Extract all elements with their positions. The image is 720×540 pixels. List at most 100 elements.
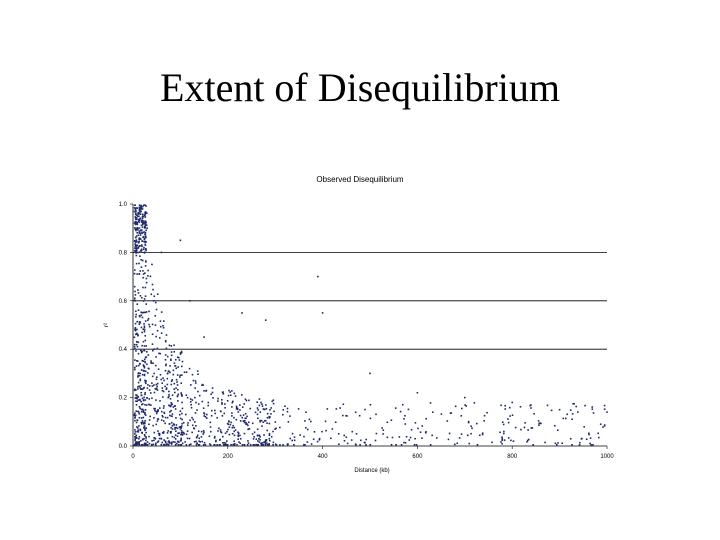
data-point: [520, 428, 522, 431]
data-point: [170, 345, 173, 347]
data-point: [134, 223, 137, 226]
data-point: [135, 229, 137, 232]
data-point: [342, 403, 345, 406]
data-point: [231, 401, 234, 404]
data-point: [170, 383, 173, 386]
data-point: [239, 409, 241, 411]
data-point: [153, 431, 156, 434]
data-point: [134, 216, 137, 218]
data-point: [140, 440, 142, 442]
data-point: [200, 430, 203, 433]
data-point: [144, 231, 147, 234]
data-point: [507, 437, 510, 439]
data-point: [141, 208, 144, 210]
data-point: [585, 438, 588, 441]
data-point: [235, 408, 238, 410]
data-point: [507, 421, 510, 424]
data-point: [223, 443, 226, 446]
data-point: [136, 394, 138, 397]
data-point: [235, 418, 238, 421]
data-point: [138, 237, 141, 240]
data-point: [139, 255, 141, 257]
data-point: [133, 222, 136, 224]
data-point: [159, 373, 162, 376]
data-point: [179, 410, 182, 412]
data-point: [178, 359, 181, 361]
data-point: [180, 425, 183, 427]
data-point: [161, 387, 164, 389]
data-point: [138, 219, 141, 222]
data-point: [237, 438, 239, 440]
data-point: [256, 434, 259, 437]
data-point: [138, 321, 141, 323]
data-point: [188, 367, 191, 370]
data-point: [146, 227, 149, 229]
data-point: [141, 331, 143, 334]
data-point: [213, 437, 216, 439]
data-point: [134, 359, 136, 361]
data-point: [265, 439, 268, 442]
data-point: [589, 442, 591, 445]
data-point: [512, 440, 515, 442]
data-point: [162, 396, 164, 398]
data-point: [421, 437, 423, 440]
data-point: [144, 335, 147, 337]
data-point: [149, 415, 152, 418]
data-point: [203, 336, 205, 338]
data-point: [147, 275, 149, 277]
data-point: [176, 384, 179, 386]
slide-title: Extent of Disequilibrium: [160, 65, 560, 110]
data-point: [390, 419, 393, 421]
data-point: [137, 212, 140, 214]
data-point: [139, 238, 142, 240]
data-point: [274, 421, 277, 423]
data-point: [176, 356, 179, 359]
data-point: [179, 428, 182, 430]
data-point: [247, 421, 250, 424]
data-point: [190, 406, 193, 409]
data-point: [202, 407, 205, 410]
data-point: [157, 410, 159, 413]
data-point: [281, 413, 284, 416]
data-point: [144, 361, 147, 364]
scatter-chart: Observed Disequilibrium 0 200 400 600 800 100…: [100, 170, 630, 480]
data-point: [272, 402, 275, 405]
data-point: [153, 391, 156, 394]
data-point: [166, 443, 168, 445]
data-point: [142, 214, 144, 216]
data-point: [135, 235, 138, 237]
data-point: [134, 247, 136, 249]
data-point: [179, 417, 182, 420]
data-point: [180, 382, 183, 384]
data-point: [236, 408, 239, 411]
data-point: [143, 349, 145, 352]
data-point: [431, 411, 434, 413]
data-point: [137, 309, 140, 311]
data-point: [303, 443, 305, 446]
data-point: [143, 225, 146, 228]
chart-svg: Observed Disequilibrium 0 200 400 600 800 100…: [104, 175, 614, 474]
data-point: [140, 349, 142, 352]
data-point: [162, 415, 164, 418]
data-point: [172, 369, 175, 372]
data-point: [134, 397, 137, 399]
data-point: [168, 370, 170, 373]
data-point: [148, 325, 151, 328]
data-point: [306, 441, 309, 443]
data-point: [148, 389, 151, 391]
data-point: [145, 236, 147, 239]
data-point: [573, 403, 575, 405]
data-point: [501, 437, 504, 440]
data-point: [140, 259, 143, 261]
data-point: [136, 320, 139, 323]
data-point: [238, 441, 240, 443]
data-point: [145, 260, 147, 262]
data-point: [145, 437, 147, 439]
data-point: [571, 413, 574, 415]
data-point: [483, 420, 485, 422]
data-point: [291, 432, 294, 435]
data-point: [142, 205, 144, 208]
data-point: [141, 388, 144, 390]
data-point: [138, 251, 141, 253]
data-point: [202, 430, 205, 432]
